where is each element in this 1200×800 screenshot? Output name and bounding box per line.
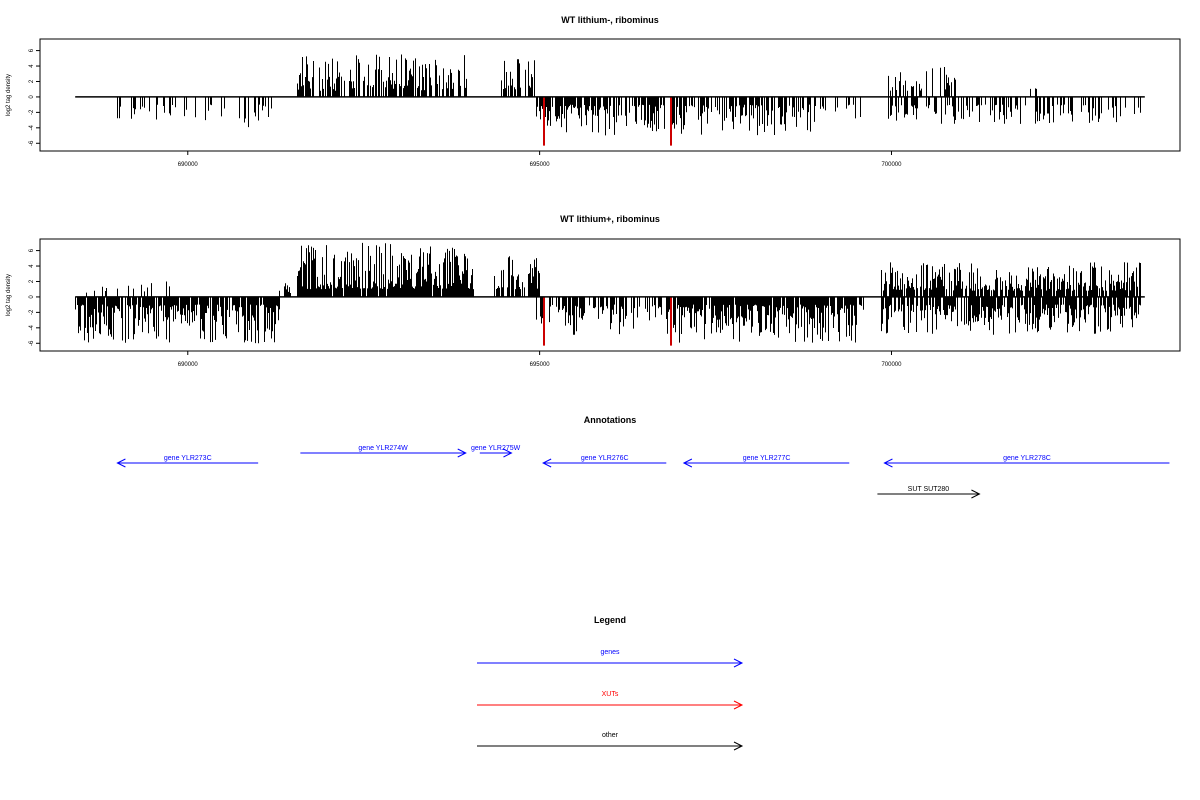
annotation-feature: gene YLR274W: [300, 445, 467, 458]
track-panel-lithium-minus: WT lithium-, ribominus log2 tag density …: [6, 15, 1181, 168]
y-tick-label: -2: [29, 109, 35, 115]
annotation-feature: gene YLR275W: [471, 445, 521, 458]
y-tick-label: 0: [29, 95, 35, 99]
feature-label: gene YLR273C: [164, 455, 212, 462]
feature-label: gene YLR275W: [471, 445, 521, 452]
panel-title: WT lithium-, ribominus: [561, 15, 659, 25]
y-tick-label: -6: [29, 140, 35, 146]
y-axis-label: log2 tag density: [6, 274, 12, 316]
annotation-features: gene YLR273C gene YLR274W gene YLR275W gene…: [116, 445, 1170, 499]
feature-label: gene YLR276C: [581, 455, 629, 462]
y-tick-label: -4: [29, 325, 35, 331]
y-tick-label: -4: [29, 125, 35, 131]
plot-frame: [39, 38, 1181, 152]
x-tick-label: 700000: [881, 362, 902, 368]
legend-item: genes: [477, 649, 744, 668]
y-tick-label: 0: [29, 295, 35, 299]
y-axis-label: log2 tag density: [6, 74, 12, 116]
x-tick-label: 695000: [530, 362, 551, 368]
tag-density-bars: [75, 54, 1145, 146]
axis-ticks: -6 -4 -2 0 2 4 6 690000 695000 700000: [29, 48, 902, 168]
tag-density-bars: [75, 242, 1145, 346]
legend-title: Legend: [594, 615, 626, 625]
legend-item: other: [477, 732, 744, 751]
axis-ticks: -6 -4 -2 0 2 4 6 690000 695000 700000: [29, 248, 902, 368]
legend-label: XUTs: [602, 691, 619, 698]
legend-label: other: [602, 732, 619, 739]
legend-items: genes XUTs other: [477, 649, 744, 751]
arrow-head: [971, 489, 981, 499]
arrow-head: [116, 458, 126, 468]
x-tick-label: 690000: [178, 362, 199, 368]
plot-frame: [39, 238, 1181, 352]
y-tick-label: 2: [29, 279, 35, 283]
arrow-head: [503, 448, 513, 458]
feature-label: SUT SUT280: [908, 486, 950, 493]
feature-label: gene YLR274W: [358, 445, 408, 452]
annotation-feature: gene YLR277C: [682, 455, 850, 468]
annotation-feature: gene YLR276C: [542, 455, 667, 468]
annotation-feature: gene YLR278C: [883, 455, 1170, 468]
arrow-head: [542, 458, 552, 468]
arrow-head: [733, 741, 744, 751]
arrow-head: [457, 448, 467, 458]
arrow-head: [883, 458, 893, 468]
x-tick-label: 700000: [881, 162, 902, 168]
y-tick-label: -2: [29, 309, 35, 315]
y-tick-label: 6: [29, 48, 35, 52]
x-tick-label: 695000: [530, 162, 551, 168]
arrow-head: [682, 458, 693, 468]
annotations-title: Annotations: [584, 415, 637, 425]
legend-item: XUTs: [477, 691, 744, 710]
legend-label: genes: [600, 649, 620, 656]
y-tick-label: 2: [29, 79, 35, 83]
arrow-head: [733, 700, 744, 710]
feature-label: gene YLR278C: [1003, 455, 1051, 462]
annotation-feature: gene YLR273C: [116, 455, 259, 468]
arrow-head: [733, 658, 744, 668]
feature-label: gene YLR277C: [743, 455, 791, 462]
annotation-feature: SUT SUT280: [877, 486, 981, 499]
y-tick-label: 4: [29, 264, 35, 268]
y-tick-label: 6: [29, 248, 35, 252]
y-tick-label: 4: [29, 64, 35, 68]
x-tick-label: 690000: [178, 162, 199, 168]
panel-title: WT lithium+, ribominus: [560, 214, 660, 224]
y-tick-label: -6: [29, 340, 35, 346]
track-panel-lithium-plus: WT lithium+, ribominus log2 tag density …: [6, 214, 1181, 368]
legend: Legend genes XUTs other: [477, 615, 744, 751]
